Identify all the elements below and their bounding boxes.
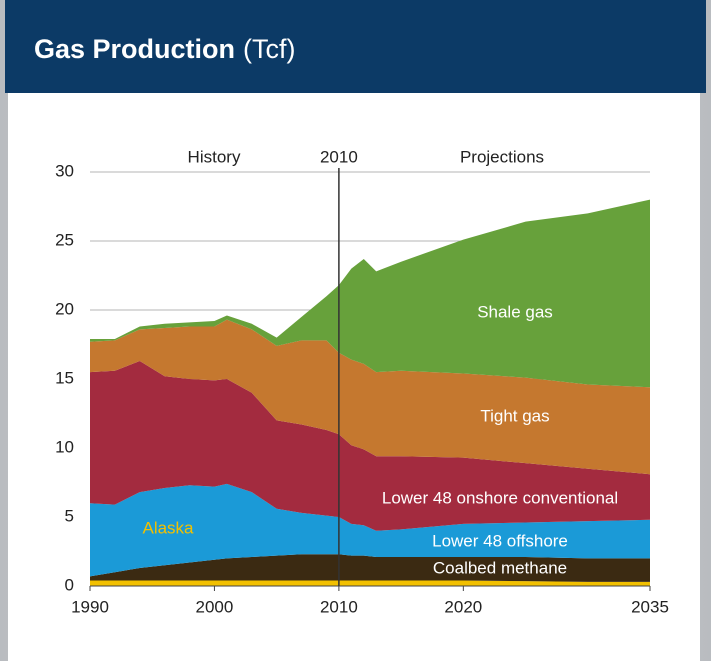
x-tick-label: 2035 — [631, 597, 669, 616]
y-tick-label: 0 — [65, 575, 74, 594]
y-tick-label: 20 — [55, 299, 74, 318]
x-tick-label: 1990 — [71, 597, 109, 616]
y-tick-label: 5 — [65, 506, 74, 525]
annotation: Projections — [460, 147, 544, 166]
series-label: Shale gas — [477, 302, 553, 321]
plot: 0 5 10 15 20 25 30 1990 2000 2010 2020 2035 History 2… — [55, 147, 669, 616]
area — [90, 554, 650, 582]
annotation: History — [188, 147, 241, 166]
y-tick-label: 30 — [55, 161, 74, 180]
title-main: Gas Production — [34, 34, 235, 64]
y-tick-label: 25 — [55, 230, 74, 249]
area — [90, 199, 650, 388]
annotation: 2010 — [320, 147, 358, 166]
chart-title: Gas Production (Tcf) — [34, 34, 296, 64]
x-tick-label: 2020 — [444, 597, 482, 616]
x-tick-label: 2000 — [196, 597, 234, 616]
area — [90, 361, 650, 531]
series-label: Lower 48 onshore conventional — [382, 488, 618, 507]
series-label: Alaska — [142, 518, 194, 537]
title-unit: (Tcf) — [243, 34, 295, 64]
series-label: Coalbed methane — [433, 558, 567, 577]
area — [90, 483, 650, 577]
y-tick-label: 15 — [55, 368, 74, 387]
series-label: Lower 48 offshore — [432, 531, 568, 550]
header-band — [5, 0, 706, 93]
area — [90, 580, 650, 586]
y-tick-label: 10 — [55, 437, 74, 456]
area — [90, 319, 650, 475]
x-tick-label: 2010 — [320, 597, 358, 616]
series-label: Tight gas — [480, 406, 549, 425]
